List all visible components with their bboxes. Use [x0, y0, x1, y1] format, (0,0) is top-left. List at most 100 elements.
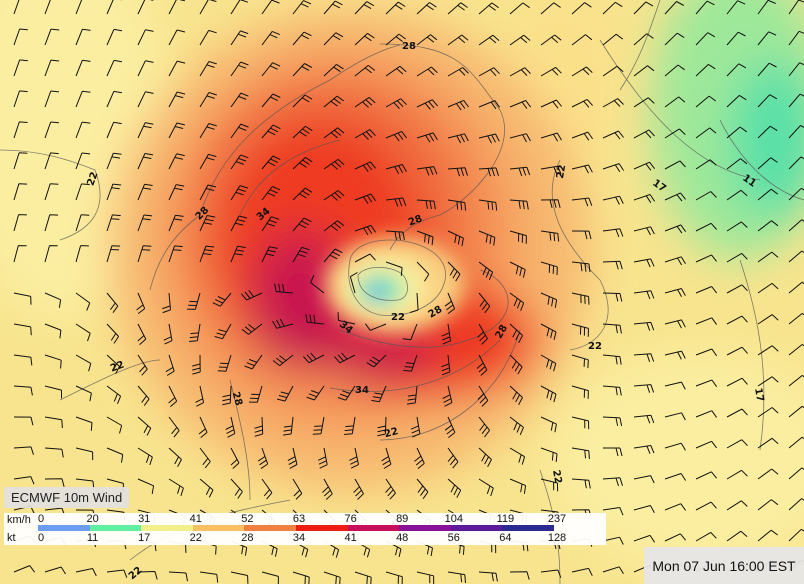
wind-barb: [447, 571, 466, 583]
wind-barb: [13, 121, 28, 139]
wind-barb: [757, 437, 779, 449]
wind-barb: [540, 478, 559, 492]
wind-barb: [44, 385, 62, 399]
wind-barb: [44, 566, 66, 575]
legend-tick-label: 64: [499, 532, 512, 544]
wind-barb: [757, 468, 779, 480]
wind-barb: [334, 352, 356, 364]
wind-barb: [571, 323, 589, 337]
wind-barb: [571, 261, 591, 273]
wind-barb: [44, 447, 64, 458]
wind-barb: [788, 156, 804, 170]
wind-barb: [75, 447, 94, 461]
legend-tick-label: 41: [344, 532, 357, 544]
wind-barb: [44, 0, 51, 15]
wind-barb: [664, 442, 686, 451]
wind-barb: [168, 385, 178, 407]
wind-barb: [509, 385, 523, 405]
wind-barb: [261, 0, 280, 15]
wind-barb: [788, 528, 804, 542]
wind-barb: [354, 253, 376, 263]
wind-barb: [292, 217, 312, 232]
wind-barb: [44, 292, 62, 308]
wind-barb: [106, 323, 120, 344]
wind-barb: [303, 352, 325, 364]
wind-barb: [571, 567, 593, 576]
contour-label: 22: [391, 312, 405, 323]
legend-tick-label: 41: [189, 513, 202, 525]
wind-barb: [664, 319, 686, 329]
wind-barb: [540, 569, 562, 578]
wind-barb: [571, 164, 593, 174]
wind-barb: [323, 158, 345, 170]
wind-barb: [447, 199, 467, 211]
wind-barb: [354, 224, 377, 236]
wind-barb: [664, 503, 687, 511]
wind-barb: [540, 292, 558, 308]
wind-barb: [13, 323, 32, 336]
wind-barb: [571, 131, 594, 141]
wind-barb: [274, 283, 294, 294]
wind-barb: [664, 533, 686, 542]
wind-barb: [726, 221, 748, 232]
contour-label: 17: [752, 387, 765, 403]
legend-color-swatch: [38, 525, 90, 531]
wind-barb: [44, 478, 65, 487]
legend-tick-label: 128: [547, 532, 567, 544]
contour-label: 22: [555, 164, 568, 180]
wind-barb: [13, 292, 32, 305]
wind-barb: [633, 290, 655, 300]
legend-tick-label: 63: [292, 513, 306, 525]
wind-barb: [137, 91, 154, 108]
wind-barb: [75, 183, 90, 201]
wind-barb: [695, 379, 718, 387]
wind-barb: [788, 436, 804, 449]
wind-barb: [261, 30, 280, 46]
wind-barb: [509, 100, 532, 109]
wind-barb: [257, 447, 269, 470]
wind-barb: [261, 246, 278, 263]
legend-tick-label: 20: [86, 513, 99, 525]
wind-barb: [75, 245, 89, 263]
wind-barb: [478, 133, 500, 144]
wind-barb: [217, 354, 232, 372]
wind-barb: [478, 199, 498, 211]
wind-barb: [199, 153, 217, 170]
wind-barb: [788, 30, 804, 46]
wind-barb: [695, 531, 717, 542]
wind-barb: [788, 62, 804, 77]
wind-barb: [788, 250, 804, 263]
wind-barb: [75, 28, 91, 46]
wind-barb: [664, 160, 686, 170]
contour-label: 28: [407, 214, 424, 229]
wind-barb: [788, 405, 804, 418]
wind-barb: [757, 314, 779, 325]
wind-barb: [509, 478, 527, 494]
wind-barb: [444, 416, 456, 438]
wind-barb: [695, 63, 716, 77]
wind-barb: [137, 416, 152, 436]
wind-barb: [230, 447, 240, 469]
contour-label: 28: [402, 41, 416, 52]
legend-kt-unit: kt: [7, 532, 16, 544]
wind-barb: [44, 323, 62, 339]
wind-barb: [168, 214, 184, 232]
wind-barb: [664, 381, 686, 390]
wind-barb: [222, 385, 232, 406]
wind-barb: [416, 132, 438, 143]
wind-barb: [447, 261, 461, 282]
wind-barb: [509, 354, 523, 375]
wind-barb: [571, 385, 589, 399]
wind-barb: [757, 157, 778, 170]
wind-barb: [75, 59, 91, 77]
wind-barb: [509, 2, 530, 15]
wind-barb: [757, 407, 779, 418]
wind-barb: [310, 274, 325, 294]
wind-barb: [757, 282, 779, 294]
wind-barb: [726, 158, 748, 170]
wind-barb: [695, 501, 717, 511]
wind-barb: [664, 288, 686, 297]
wind-barb: [757, 62, 777, 77]
